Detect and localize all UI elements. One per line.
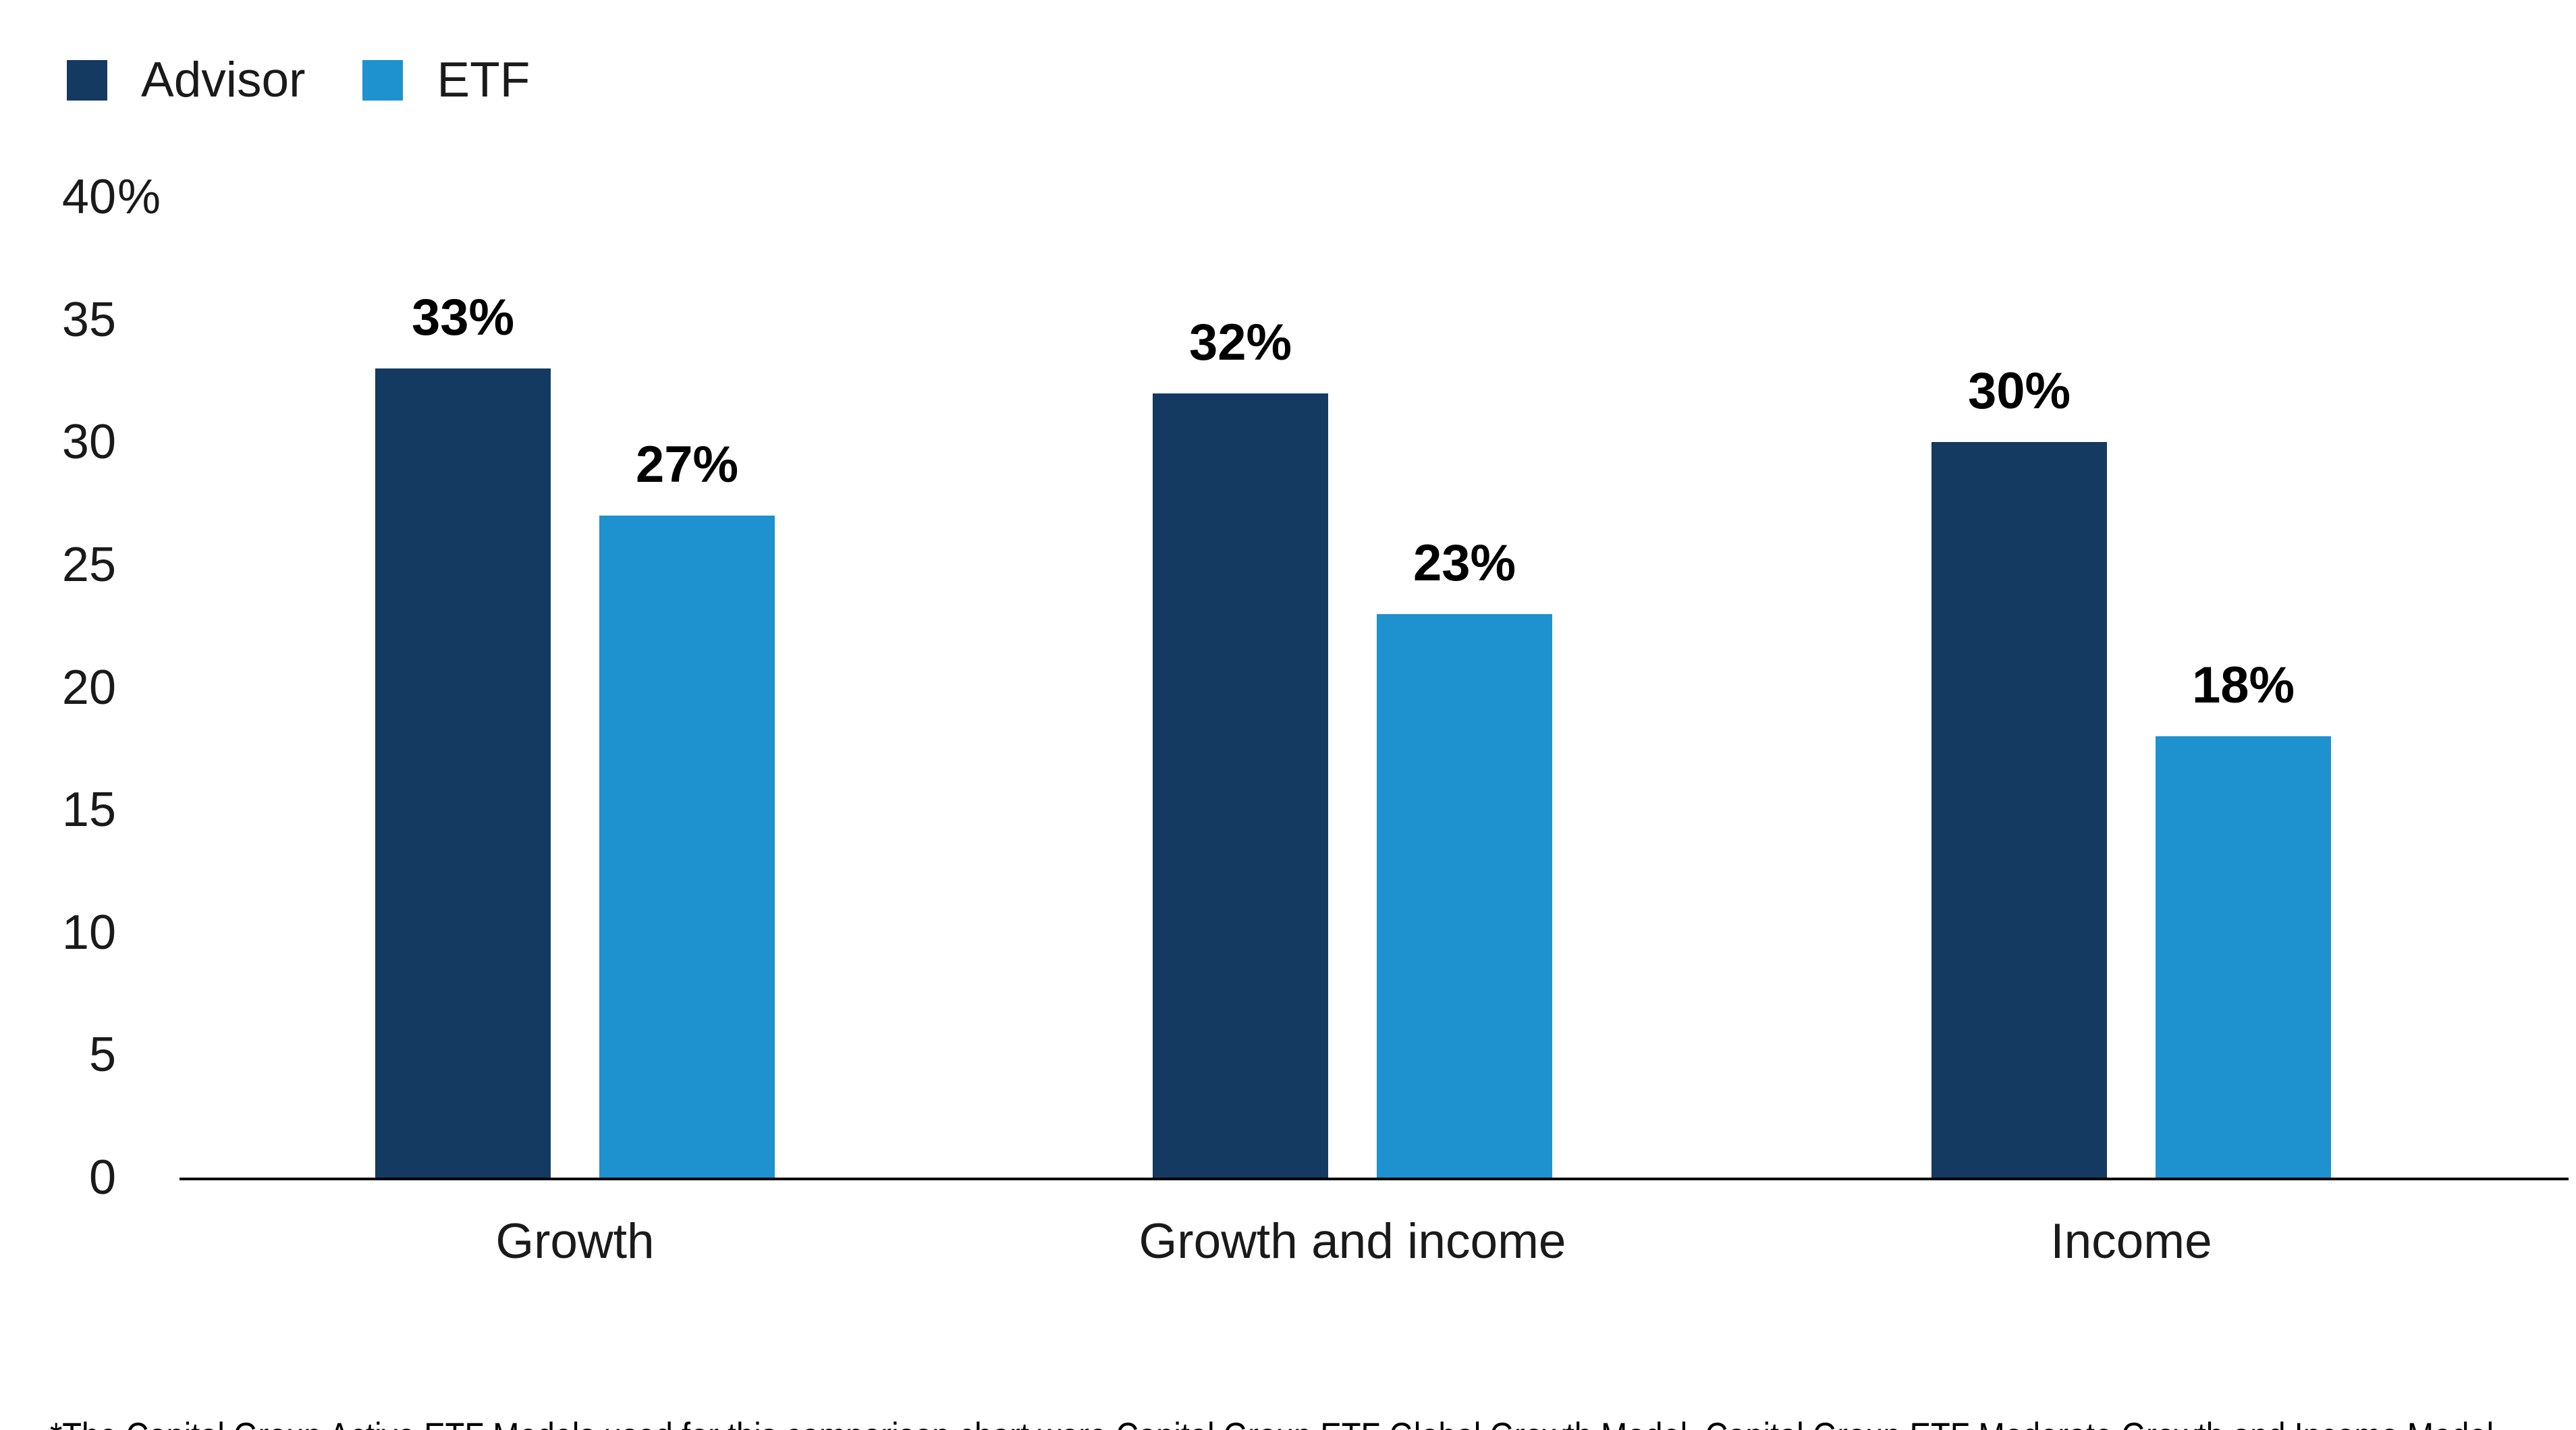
bar-etf-growth-and-income: [1377, 614, 1552, 1178]
x-axis-category-label-growth: Growth: [495, 1214, 655, 1269]
legend: Advisor ETF: [67, 53, 587, 107]
legend-swatch-advisor: [67, 60, 107, 101]
bar-value-label-etf-growth-and-income: 23%: [1413, 534, 1516, 592]
y-axis-tick-label: 20: [61, 661, 116, 715]
y-axis-tick-label: 30: [61, 415, 116, 469]
bar-etf-growth: [599, 516, 775, 1178]
x-axis-category-label-income: Income: [2050, 1214, 2212, 1269]
bar-advisor-income: [1931, 442, 2107, 1178]
y-axis-tick-label: 35: [61, 293, 116, 347]
legend-item-etf: ETF: [362, 53, 530, 107]
y-axis-unit-label: %: [117, 170, 161, 224]
y-axis-tick-label: 10: [61, 906, 116, 960]
x-axis-line: [180, 1178, 2569, 1180]
x-axis-category-label-growth-and-income: Growth and income: [1139, 1214, 1566, 1269]
y-axis-tick-label: 25: [61, 538, 116, 592]
legend-label-etf: ETF: [437, 53, 530, 107]
bar-etf-income: [2156, 736, 2331, 1178]
bar-advisor-growth: [375, 368, 551, 1178]
y-axis-tick-label: 0: [88, 1151, 116, 1205]
y-axis-tick-label: 40%: [61, 170, 161, 224]
bar-advisor-growth-and-income: [1153, 393, 1328, 1178]
footnote-line: *The Capital Group Active ETF Models use…: [50, 1410, 2544, 1430]
y-axis-tick-label: 15: [61, 783, 116, 837]
legend-item-advisor: Advisor: [67, 53, 306, 107]
bar-value-label-etf-growth: 27%: [635, 436, 739, 493]
bar-value-label-advisor-growth-and-income: 32%: [1188, 314, 1292, 371]
bar-value-label-advisor-income: 30%: [1967, 362, 2071, 420]
chart-footnote: *The Capital Group Active ETF Models use…: [50, 1308, 2544, 1430]
legend-label-advisor: Advisor: [141, 53, 306, 107]
y-axis-tick-label: 5: [88, 1028, 116, 1082]
legend-swatch-etf: [362, 60, 404, 101]
bar-value-label-advisor-growth: 33%: [411, 289, 515, 346]
bar-value-label-etf-income: 18%: [2191, 657, 2295, 714]
